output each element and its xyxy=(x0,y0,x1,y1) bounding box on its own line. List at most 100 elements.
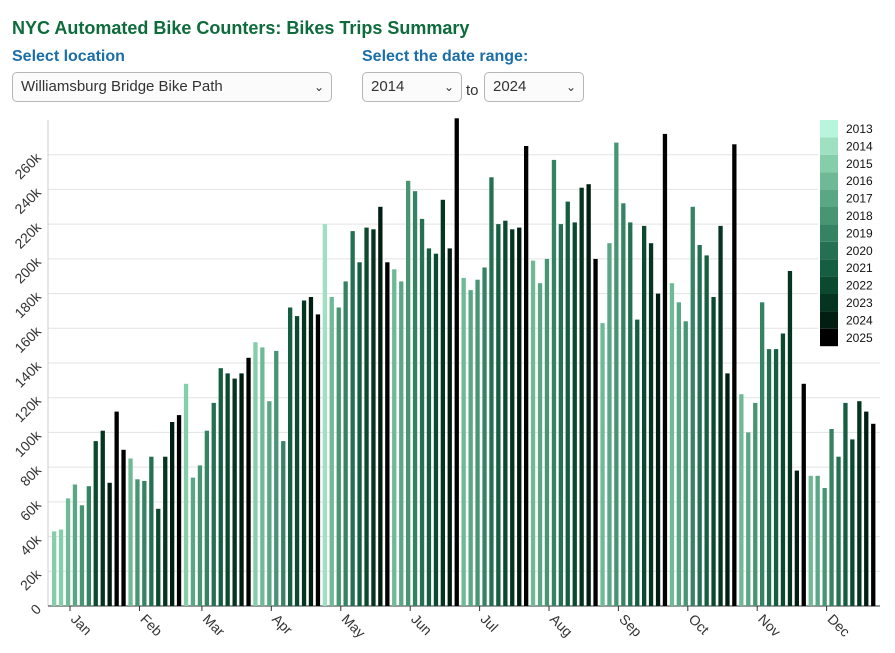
bar-nov-2021 xyxy=(773,349,779,606)
legend-swatch-2023 xyxy=(820,294,838,312)
bar-mar-2022 xyxy=(225,373,230,606)
x-tick-label-jul: Jul xyxy=(477,611,501,635)
bar-dec-2024 xyxy=(864,411,869,606)
bar-dec-2022 xyxy=(850,439,855,606)
bar-jun-2016 xyxy=(392,269,397,606)
bar-jun-2022 xyxy=(433,253,439,606)
bar-sep-2018 xyxy=(614,142,619,606)
bar-dec-2025 xyxy=(871,423,876,607)
bar-nov-2019 xyxy=(760,302,765,607)
y-tick-label: 260k xyxy=(11,149,44,182)
bar-feb-2025 xyxy=(121,449,126,606)
y-tick-label: 160k xyxy=(11,322,44,355)
bar-jan-2019 xyxy=(86,486,91,606)
bar-jan-2023 xyxy=(100,430,105,606)
bar-mar-2015 xyxy=(183,383,189,606)
bar-nov-2024 xyxy=(794,470,799,606)
legend-swatch-2016 xyxy=(820,172,838,190)
bar-jan-2022 xyxy=(93,441,98,606)
page-title: NYC Automated Bike Counters: Bikes Trips… xyxy=(12,18,470,38)
bar-may-2018 xyxy=(336,307,341,606)
bar-jan-2025 xyxy=(114,411,119,606)
bar-sep-2020 xyxy=(628,222,633,606)
x-tick-label-sep: Sep xyxy=(616,611,645,640)
bar-apr-2018 xyxy=(274,350,279,606)
bar-aug-2021 xyxy=(565,201,570,606)
bar-jun-2017 xyxy=(399,281,404,606)
bar-may-2016 xyxy=(329,297,334,606)
bar-jul-2023 xyxy=(510,229,515,607)
y-tick-label: 180k xyxy=(11,288,44,321)
bar-aug-2024 xyxy=(586,184,591,606)
date-from-select[interactable]: 2014 ⌄ xyxy=(362,72,462,102)
legend-label-2022: 2022 xyxy=(846,279,873,293)
legend-swatch-2017 xyxy=(820,189,838,207)
location-select[interactable]: Williamsburg Bridge Bike Path ⌄ xyxy=(12,72,332,102)
bar-feb-2023 xyxy=(163,456,168,606)
bar-aug-2025 xyxy=(593,258,598,606)
bar-jun-2023 xyxy=(440,199,445,607)
legend-swatch-2021 xyxy=(820,259,838,277)
bar-apr-2025 xyxy=(315,314,321,606)
bar-apr-2024 xyxy=(308,297,314,606)
bar-may-2023 xyxy=(371,229,376,607)
legend-swatch-2025 xyxy=(820,328,838,347)
bar-jan-2017 xyxy=(72,484,78,606)
legend-label-2024: 2024 xyxy=(846,313,873,327)
bar-aug-2023 xyxy=(579,187,584,606)
bar-sep-2016 xyxy=(600,323,605,606)
bar-may-2025 xyxy=(385,262,390,606)
bar-nov-2025 xyxy=(801,383,806,606)
bar-feb-2016 xyxy=(128,458,133,606)
bar-jun-2024 xyxy=(447,248,452,606)
bar-sep-2022 xyxy=(642,225,647,606)
bar-feb-2018 xyxy=(135,479,140,606)
bar-mar-2018 xyxy=(197,465,203,606)
bar-apr-2015 xyxy=(253,342,258,606)
bar-may-2022 xyxy=(364,227,369,606)
bar-may-2020 xyxy=(350,231,355,606)
bar-feb-2020 xyxy=(149,456,154,606)
bar-oct-2024 xyxy=(725,373,730,606)
x-tick-label-mar: Mar xyxy=(200,611,229,640)
bar-jul-2025 xyxy=(524,146,529,606)
bar-dec-2023 xyxy=(857,401,862,606)
y-tick-label: 80k xyxy=(17,461,45,489)
x-tick-label-oct: Oct xyxy=(686,611,713,638)
x-tick-label-may: May xyxy=(339,611,369,641)
bar-dec-2020 xyxy=(836,456,841,606)
bar-mar-2025 xyxy=(246,357,251,606)
x-tick-label-apr: Apr xyxy=(269,611,296,638)
bar-mar-2023 xyxy=(232,378,237,606)
bar-apr-2017 xyxy=(267,401,272,606)
bar-oct-2021 xyxy=(704,255,709,606)
bar-jun-2021 xyxy=(426,248,432,606)
bar-jan-2016 xyxy=(65,498,71,606)
bar-oct-2023 xyxy=(718,225,723,606)
bar-nov-2020 xyxy=(766,349,772,606)
bar-nov-2018 xyxy=(753,402,758,606)
legend-label-2017: 2017 xyxy=(846,192,873,206)
bar-feb-2019 xyxy=(142,481,147,606)
bar-jul-2022 xyxy=(503,220,508,606)
legend-label-2014: 2014 xyxy=(846,139,873,153)
y-tick-label: 20k xyxy=(17,565,45,593)
legend-label-2021: 2021 xyxy=(846,261,873,275)
bar-aug-2020 xyxy=(558,224,563,606)
bar-apr-2016 xyxy=(260,347,265,606)
bar-jan-2015 xyxy=(52,531,57,606)
bar-feb-2022 xyxy=(156,508,161,606)
x-tick-label-nov: Nov xyxy=(755,611,784,640)
bar-sep-2021 xyxy=(635,319,640,606)
bar-sep-2017 xyxy=(607,243,612,606)
legend-label-2013: 2013 xyxy=(846,122,873,136)
date-to-select[interactable]: 2024 ⌄ xyxy=(484,72,584,102)
legend-swatch-2018 xyxy=(820,207,838,225)
bar-feb-2025 xyxy=(176,415,182,606)
legend-label-2025: 2025 xyxy=(846,331,873,345)
bar-nov-2017 xyxy=(746,432,751,606)
bar-jul-2024 xyxy=(517,227,522,606)
y-tick-label: 220k xyxy=(11,218,44,251)
bar-dec-2018 xyxy=(822,488,827,606)
bar-may-2014 xyxy=(322,224,327,606)
